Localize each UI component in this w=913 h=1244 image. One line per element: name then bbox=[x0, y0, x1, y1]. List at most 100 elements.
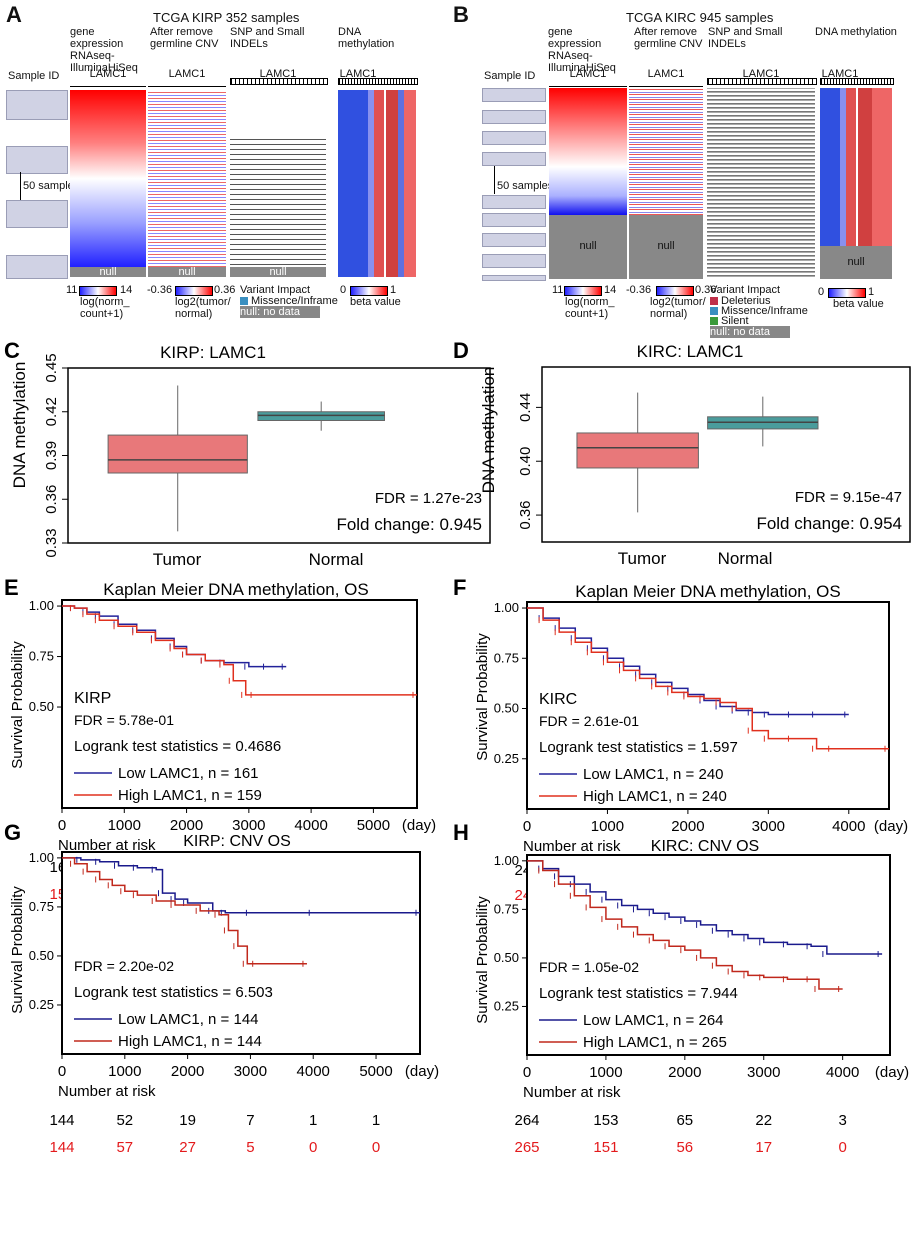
legend-var-swatch bbox=[710, 307, 718, 315]
legend-var-item: Missence/Inframe bbox=[251, 295, 338, 307]
null-label: null bbox=[269, 266, 287, 278]
legend-var-swatch bbox=[710, 317, 718, 325]
y-tick-label: 0.36 bbox=[517, 500, 534, 529]
samples-note: 50 samples bbox=[497, 180, 554, 192]
y-tick-label: 1.00 bbox=[29, 598, 54, 613]
gene-track bbox=[70, 79, 146, 87]
legend-high: High LAMC1, n = 144 bbox=[118, 1033, 262, 1050]
sample-box bbox=[6, 90, 68, 120]
legend-cnv-min: -0.36 bbox=[147, 284, 173, 296]
gene-label: LAMC1 bbox=[569, 68, 607, 80]
x-tick-label: 4000 bbox=[294, 817, 327, 834]
panel-label-f: F bbox=[453, 575, 466, 600]
x-tick-label: 1000 bbox=[108, 817, 141, 834]
legend-expr-max: 14 bbox=[604, 284, 617, 296]
survival-curve-high bbox=[527, 607, 889, 750]
category-label: Tumor bbox=[618, 549, 667, 568]
x-axis-unit: (day) bbox=[402, 817, 436, 834]
chart-title: KIRP: CNV OS bbox=[183, 833, 291, 850]
gene-label: LAMC1 bbox=[259, 68, 297, 80]
legend-meth-label: beta value bbox=[833, 298, 884, 310]
risk-low-value: 3 bbox=[838, 1112, 846, 1129]
legend-var-swatch bbox=[240, 297, 248, 305]
y-tick-label: 0.39 bbox=[43, 441, 60, 470]
legend-meth-min: 0 bbox=[340, 284, 347, 296]
risk-high-value: 151 bbox=[593, 1139, 618, 1156]
legend-low: Low LAMC1, n = 161 bbox=[118, 765, 259, 782]
risk-high-value: 57 bbox=[116, 1139, 133, 1156]
sample-box bbox=[482, 213, 546, 227]
risk-low-value: 7 bbox=[246, 1112, 254, 1129]
x-tick-label: 3000 bbox=[747, 1064, 780, 1081]
null-label: null bbox=[579, 240, 597, 252]
panel-label-b: B bbox=[453, 2, 469, 27]
category-label: Tumor bbox=[153, 550, 202, 569]
sample-box bbox=[6, 255, 68, 279]
fdr-annotation: FDR = 2.61e-01 bbox=[539, 713, 639, 729]
y-tick-label: 0.50 bbox=[494, 701, 519, 716]
null-label: null bbox=[178, 266, 196, 278]
null-label: null bbox=[99, 266, 117, 278]
col-header-expression: gene expression RNAseq-IlluminaHiSeq bbox=[70, 26, 138, 74]
risk-title: Number at risk bbox=[523, 838, 621, 855]
survival-curve-high bbox=[62, 857, 307, 965]
plot-frame bbox=[61, 599, 418, 809]
risk-low-value: 264 bbox=[514, 1112, 539, 1129]
x-tick-label: 5000 bbox=[357, 817, 390, 834]
panel-a-title: TCGA KIRP 352 samples bbox=[153, 10, 300, 25]
gene-label: LAMC1 bbox=[742, 68, 780, 80]
legend-high: High LAMC1, n = 159 bbox=[118, 787, 262, 804]
null-label: null bbox=[847, 256, 865, 268]
col-header-cnv: After remove germline CNV bbox=[634, 26, 703, 50]
legend-expr-label: log(norm_ count+1) bbox=[565, 296, 615, 320]
fold-change-annotation: Fold change: 0.954 bbox=[756, 514, 902, 533]
fdr-annotation: FDR = 9.15e-47 bbox=[795, 489, 902, 506]
legend-expr-max: 14 bbox=[120, 284, 133, 296]
survival-curve-high bbox=[527, 860, 843, 990]
col-header-expression: gene expression RNAseq-IlluminaHiSeq bbox=[548, 26, 616, 74]
cancer-label: KIRC bbox=[539, 691, 577, 708]
fdr-annotation: FDR = 1.05e-02 bbox=[539, 959, 639, 975]
legend-cnv-bar bbox=[656, 286, 694, 296]
risk-high-value: 265 bbox=[514, 1139, 539, 1156]
gene-label: LAMC1 bbox=[647, 68, 685, 80]
panel-label-g: G bbox=[4, 820, 21, 845]
cancer-label: KIRP bbox=[74, 690, 111, 707]
plot-frame bbox=[526, 601, 890, 810]
legend-meth-max: 1 bbox=[390, 284, 397, 296]
legend-var-null: null: no data bbox=[710, 326, 790, 338]
risk-low-value: 19 bbox=[179, 1112, 196, 1129]
y-tick-label: 0.33 bbox=[43, 528, 60, 557]
legend-low: Low LAMC1, n = 144 bbox=[118, 1011, 259, 1028]
y-tick-label: 1.00 bbox=[29, 850, 54, 865]
null-band bbox=[629, 215, 703, 279]
expression-heatmap bbox=[549, 88, 627, 215]
sample-box bbox=[482, 275, 546, 281]
sample-bracket bbox=[494, 166, 501, 194]
col-header-snp: SNP and Small INDELs bbox=[708, 26, 783, 50]
x-axis-unit: (day) bbox=[874, 818, 908, 835]
fdr-annotation: FDR = 5.78e-01 bbox=[74, 712, 174, 728]
snp-track bbox=[707, 88, 815, 279]
sample-box bbox=[482, 110, 546, 124]
legend-meth-bar bbox=[350, 286, 388, 296]
box-tumor bbox=[107, 434, 248, 474]
legend-meth-min: 0 bbox=[818, 286, 825, 298]
risk-high-value: 0 bbox=[372, 1139, 380, 1156]
x-tick-label: 4000 bbox=[832, 818, 865, 835]
gene-label: LAMC1 bbox=[821, 68, 859, 80]
legend-var-item: Deleterius bbox=[721, 295, 771, 307]
category-label: Normal bbox=[309, 550, 364, 569]
gene-track bbox=[820, 78, 894, 85]
fdr-annotation: FDR = 2.20e-02 bbox=[74, 958, 174, 974]
gene-label: LAMC1 bbox=[339, 68, 377, 80]
x-tick-label: 3000 bbox=[752, 818, 785, 835]
samples-note: 50 samples bbox=[23, 180, 80, 192]
cnv-heatmap bbox=[629, 88, 703, 215]
logrank-annotation: Logrank test statistics = 1.597 bbox=[539, 739, 738, 756]
y-tick-label: 0.50 bbox=[29, 948, 54, 963]
x-tick-label: 2000 bbox=[668, 1064, 701, 1081]
null-label: null bbox=[657, 240, 675, 252]
y-tick-label: 0.45 bbox=[43, 353, 60, 382]
null-band bbox=[230, 267, 326, 277]
